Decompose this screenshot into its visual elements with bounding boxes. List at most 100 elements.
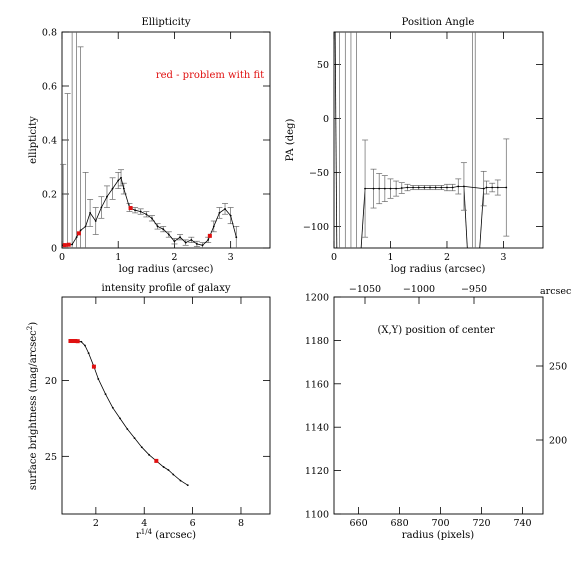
intensity-y-tick-label: 25 xyxy=(45,452,57,463)
ellipticity-data-point xyxy=(75,236,78,239)
center-y-tick-label: 1140 xyxy=(305,423,329,434)
position-angle-xlabel: log radius (arcsec) xyxy=(391,264,486,275)
center-position-panel: (X,Y) position of center radius (pixels)… xyxy=(305,284,572,541)
pa-break-segment xyxy=(479,188,485,249)
ellipticity-title: Ellipticity xyxy=(142,17,191,28)
center-top-tick-label: −1050 xyxy=(349,284,381,295)
pa-data-point xyxy=(417,186,420,189)
ellipticity-x-tick-label: 1 xyxy=(115,252,121,263)
intensity-y-tick-label: 20 xyxy=(45,376,57,387)
pa-x-tick-label: 1 xyxy=(387,252,393,263)
ellipticity-data-point xyxy=(151,217,153,220)
intensity-panel: intensity profile of galaxy r1/4 (arcsec… xyxy=(26,283,271,541)
intensity-x-tick-label: 4 xyxy=(141,518,147,529)
intensity-flagged-point xyxy=(68,339,73,344)
ellipticity-x-tick-label: 2 xyxy=(171,252,177,263)
intensity-x-tick-label: 2 xyxy=(93,518,99,529)
pa-data-point xyxy=(400,187,403,189)
pa-data-point xyxy=(389,187,392,190)
ellipticity-flagged-point xyxy=(66,242,71,247)
center-x-tick-label: 660 xyxy=(350,518,368,529)
intensity-data-point xyxy=(84,344,86,347)
pa-data-point xyxy=(423,186,426,189)
center-top-tick-label: −1000 xyxy=(403,284,435,295)
center-position-title: (X,Y) position of center xyxy=(377,325,494,336)
ellipticity-data-point xyxy=(207,239,210,241)
pa-x-tick-label: 2 xyxy=(444,252,450,263)
pa-data-point xyxy=(364,187,366,190)
ellipticity-x-tick-label: 0 xyxy=(59,252,65,263)
intensity-flagged-point xyxy=(70,339,75,344)
fit-problem-note: red - problem with fit xyxy=(156,70,264,81)
intensity-data-point xyxy=(186,484,189,487)
ellipticity-data-point xyxy=(84,225,87,228)
center-plot-frame xyxy=(333,296,544,515)
ellipticity-data-point xyxy=(173,240,176,243)
intensity-data-point xyxy=(140,446,143,449)
pa-break-segment xyxy=(463,186,468,249)
ellipticity-flagged-point xyxy=(207,233,212,238)
center-x-tick-label: 680 xyxy=(390,518,408,529)
intensity-series-line xyxy=(71,340,189,486)
intensity-data-point xyxy=(111,406,114,409)
ellipticity-data-point xyxy=(111,187,114,190)
ellipticity-data-point xyxy=(167,233,170,236)
pa-y-tick-label: 0 xyxy=(323,114,329,125)
intensity-data-point xyxy=(167,469,170,471)
ellipticity-flagged-point xyxy=(62,243,67,248)
ellipticity-data-point xyxy=(122,187,125,190)
intensity-data-point xyxy=(104,393,107,396)
pa-data-point xyxy=(378,187,381,190)
ellipticity-data-point xyxy=(145,213,148,216)
center-y-tick-label: 1200 xyxy=(305,293,329,304)
ellipticity-data-point xyxy=(190,239,193,241)
ellipticity-plot-frame xyxy=(61,31,271,249)
pa-x-tick-label: 3 xyxy=(500,252,506,263)
ellipticity-y-tick-label: 0 xyxy=(51,244,57,255)
pa-x-tick-label: 0 xyxy=(331,252,337,263)
intensity-x-tick-label: 6 xyxy=(190,518,196,529)
ellipticity-flagged-point xyxy=(128,206,133,211)
intensity-plot-frame xyxy=(61,296,271,515)
pa-data-point xyxy=(496,186,499,189)
center-right-tick-label: 250 xyxy=(549,362,567,373)
pa-y-tick-label: 50 xyxy=(317,60,329,71)
pa-inner-segment xyxy=(360,188,366,249)
intensity-data-point xyxy=(148,453,150,456)
center-right-tick-label: 200 xyxy=(549,436,567,447)
ellipticity-data-point xyxy=(201,244,204,247)
pa-plot-frame xyxy=(333,31,544,249)
intensity-flagged-point xyxy=(73,339,78,344)
pa-data-point xyxy=(463,185,465,188)
pa-data-point xyxy=(412,186,414,189)
intensity-data-point xyxy=(80,340,83,343)
ellipticity-data-point xyxy=(117,179,120,182)
intensity-data-point xyxy=(119,417,121,420)
center-x-tick-label: 720 xyxy=(472,518,490,529)
ellipticity-x-tick-label: 3 xyxy=(228,252,234,263)
ellipticity-data-point xyxy=(71,243,74,246)
intensity-flagged-point xyxy=(154,458,159,463)
position-angle-ylabel: PA (deg) xyxy=(285,119,296,162)
intensity-flagged-point xyxy=(75,339,80,344)
pa-y-tick-label: −50 xyxy=(309,168,329,179)
pa-y-tick-label: −100 xyxy=(303,222,329,233)
ellipticity-data-point xyxy=(156,225,159,228)
center-top-tick-label: −950 xyxy=(461,284,487,295)
intensity-data-point xyxy=(97,378,100,380)
top-axis-unit: arcsec xyxy=(540,286,571,297)
position-angle-panel: Position Angle log radius (arcsec) PA (d… xyxy=(285,17,544,275)
pa-data-point xyxy=(372,187,375,190)
center-x-tick-label: 740 xyxy=(513,518,531,529)
ellipticity-flagged-point xyxy=(76,231,81,236)
intensity-data-point xyxy=(179,479,182,482)
ellipticity-data-point xyxy=(179,236,181,239)
ellipticity-data-point xyxy=(196,243,198,245)
pa-data-point xyxy=(446,186,448,189)
ellipticity-xlabel: log radius (arcsec) xyxy=(119,264,214,275)
ellipticity-data-point xyxy=(120,176,122,179)
ellipticity-y-tick-label: 0.6 xyxy=(42,82,57,93)
position-angle-title: Position Angle xyxy=(402,17,475,28)
ellipticity-panel: Ellipticity log radius (arcsec) elliptic… xyxy=(28,17,271,275)
